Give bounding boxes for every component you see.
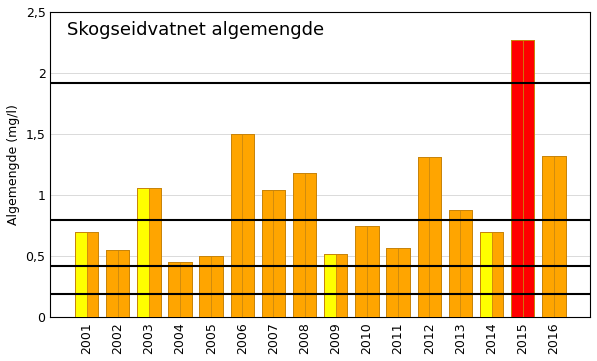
Bar bbox=[355, 226, 378, 317]
Bar bbox=[211, 256, 223, 317]
Bar bbox=[199, 256, 211, 317]
Bar bbox=[199, 256, 223, 317]
Bar bbox=[75, 232, 99, 317]
Bar bbox=[367, 226, 378, 317]
Bar bbox=[429, 157, 441, 317]
Bar bbox=[137, 188, 149, 317]
Bar bbox=[542, 156, 554, 317]
Text: Skogseidvatnet algemengde: Skogseidvatnet algemengde bbox=[66, 21, 324, 39]
Bar bbox=[262, 190, 285, 317]
Bar bbox=[491, 232, 503, 317]
Bar bbox=[304, 173, 316, 317]
Bar bbox=[230, 134, 242, 317]
Bar bbox=[324, 254, 336, 317]
Bar bbox=[293, 173, 304, 317]
Bar bbox=[168, 262, 192, 317]
Bar bbox=[106, 250, 130, 317]
Bar bbox=[460, 210, 472, 317]
Bar bbox=[449, 210, 460, 317]
Bar bbox=[542, 156, 565, 317]
Bar bbox=[398, 248, 410, 317]
Bar bbox=[480, 232, 491, 317]
Bar bbox=[137, 188, 161, 317]
Bar bbox=[386, 248, 398, 317]
Bar bbox=[511, 40, 534, 317]
Bar bbox=[106, 250, 118, 317]
Bar bbox=[449, 210, 472, 317]
Bar bbox=[262, 190, 273, 317]
Bar bbox=[523, 40, 534, 317]
Bar bbox=[168, 262, 180, 317]
Bar bbox=[480, 232, 503, 317]
Bar bbox=[87, 232, 99, 317]
Bar bbox=[355, 226, 367, 317]
Bar bbox=[417, 157, 441, 317]
Bar bbox=[324, 254, 347, 317]
Bar bbox=[554, 156, 565, 317]
Bar bbox=[180, 262, 192, 317]
Bar bbox=[230, 134, 254, 317]
Bar bbox=[242, 134, 254, 317]
Bar bbox=[273, 190, 285, 317]
Bar bbox=[417, 157, 429, 317]
Bar bbox=[386, 248, 410, 317]
Bar bbox=[511, 40, 523, 317]
Y-axis label: Algemengde (mg/l): Algemengde (mg/l) bbox=[7, 104, 20, 225]
Bar bbox=[336, 254, 347, 317]
Bar bbox=[149, 188, 161, 317]
Bar bbox=[75, 232, 87, 317]
Bar bbox=[293, 173, 316, 317]
Bar bbox=[118, 250, 130, 317]
